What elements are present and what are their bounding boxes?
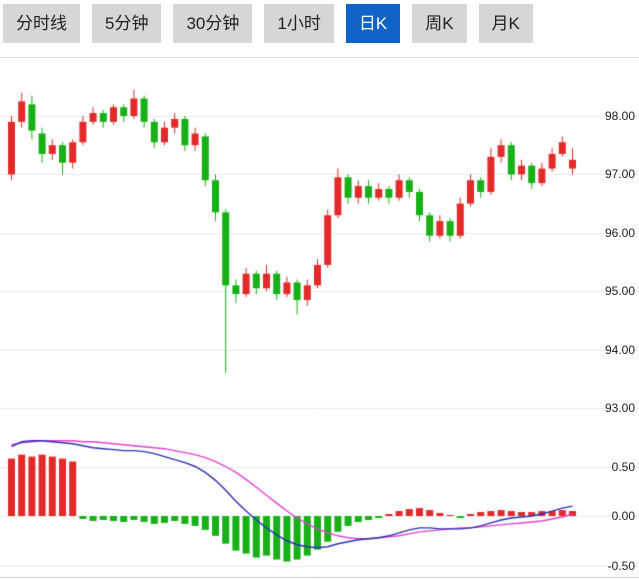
tab-30min[interactable]: 30分钟 xyxy=(173,4,253,44)
price-axis-label: 94.00 xyxy=(604,342,635,357)
tab-weekly-k[interactable]: 周K xyxy=(412,4,467,44)
chart-area: 98.00 97.00 96.00 95.00 94.00 93.00 0.50 0.00 -0… xyxy=(0,57,639,579)
macd-axis-label: 0.50 xyxy=(611,459,635,474)
price-axis-label: 96.00 xyxy=(604,225,635,240)
interval-tabbar: 分时线 5分钟 30分钟 1小时 日K 周K 月K xyxy=(0,0,639,57)
tab-monthly-k[interactable]: 月K xyxy=(478,4,533,44)
price-axis-label: 98.00 xyxy=(604,109,635,123)
price-axis-label: 95.00 xyxy=(604,284,635,299)
price-axis-label: 97.00 xyxy=(604,167,635,182)
macd-axis-label: 0.00 xyxy=(611,509,635,523)
price-axis-label: 93.00 xyxy=(604,401,635,415)
tab-daily-k[interactable]: 日K xyxy=(345,4,401,44)
tab-1hour[interactable]: 1小时 xyxy=(264,4,334,44)
macd-axis-label: -0.50 xyxy=(607,558,635,573)
candlestick-macd-chart[interactable] xyxy=(0,58,639,579)
tab-timeline[interactable]: 分时线 xyxy=(3,4,80,44)
tab-5min[interactable]: 5分钟 xyxy=(92,4,162,44)
